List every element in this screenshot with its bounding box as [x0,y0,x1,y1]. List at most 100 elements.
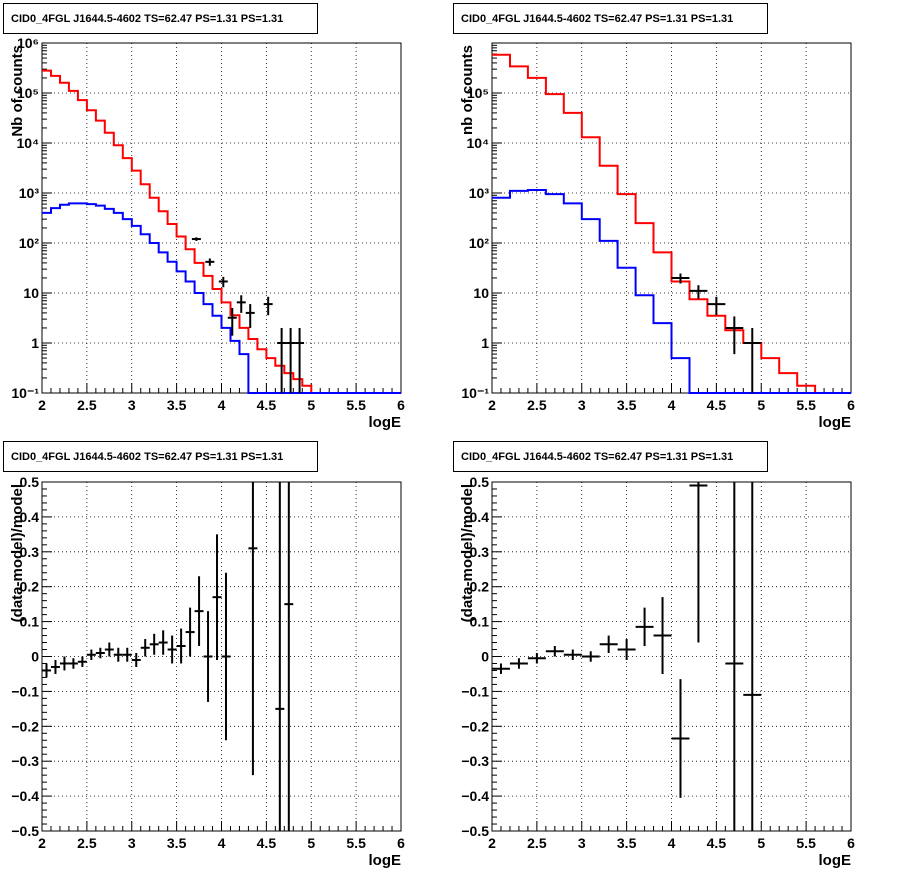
y-tick-label: 10⁻¹ [11,385,39,401]
residual-point [86,649,96,660]
x-tick-label: 2 [38,835,46,851]
y-tick-label: 0.5 [470,474,490,490]
y-tick-label: 0.3 [20,544,40,560]
y-tick-label: −0.2 [461,718,489,734]
x-axis [41,821,402,831]
x-tick-label: 5 [307,397,315,413]
x-tick-label: 2.5 [77,397,97,413]
data-point [218,276,228,288]
residual-point [59,656,69,671]
x-tick-label: 3.5 [617,835,637,851]
title-box-frame [453,3,768,34]
residual-point [248,482,258,776]
y-tick-label: 10⁴ [467,135,490,151]
residual-point [185,607,195,657]
data-point [277,327,287,393]
data-point [286,327,296,393]
x-tick-label: 4.5 [257,397,277,413]
x-tick-label: 6 [847,835,855,851]
x-tick-label: 3.5 [167,397,187,413]
chart-panel-1: CID0_4FGL J1644.5-4602 TS=62.47 PS=1.31 … [3,3,405,431]
y-tick-label: 10³ [469,185,490,201]
y-tick-label: −0.5 [461,823,489,839]
residual-point [131,653,141,667]
y-tick-label: −0.4 [461,788,489,804]
residual-point [158,630,168,655]
chart-title: CID0_4FGL J1644.5-4602 TS=62.47 PS=1.31 … [11,13,283,25]
y-axis-label: nb of counts [459,45,476,135]
x-tick-label: 2 [488,835,496,851]
x-axis [491,821,852,831]
chart-title-box: CID0_4FGL J1644.5-4602 TS=62.47 PS=1.31 … [3,441,318,472]
x-tick-label: 2.5 [527,835,547,851]
y-tick-label: 10 [473,285,489,301]
data-point [671,273,690,284]
y-axis [492,44,502,394]
chart-panel-3: CID0_4FGL J1644.5-4602 TS=62.47 PS=1.31 … [3,441,405,869]
chart-title: CID0_4FGL J1644.5-4602 TS=62.47 PS=1.31 … [461,451,733,463]
y-axis-label: Nb of counts [9,45,26,137]
x-axis-label: logE [819,852,852,869]
chart-title-box: CID0_4FGL J1644.5-4602 TS=62.47 PS=1.31 … [453,3,768,34]
residual-point [492,663,510,674]
residual-point [275,482,285,831]
x-axis-label: logE [369,852,402,869]
data-point [236,295,246,313]
residual-point [671,679,690,798]
x-tick-label: 3.5 [167,835,187,851]
y-tick-label: −0.1 [11,683,39,699]
residual-point [50,659,60,674]
x-tick-label: 4.5 [707,397,727,413]
title-box-frame [453,441,768,472]
residual-point [545,646,564,657]
y-tick-label: 1 [481,335,489,351]
data-point [743,327,762,393]
y-tick-label: 10⁶ [17,35,39,51]
y-tick-label: 0 [481,649,489,665]
x-tick-label: 6 [397,835,405,851]
residual-point [140,639,150,657]
residual-point [653,597,672,674]
residual-point [212,534,222,660]
y-tick-label: 0.4 [470,509,490,525]
x-tick-label: 5 [757,835,765,851]
x-axis-label: logE [369,414,402,431]
residual-point [77,656,87,667]
data-point [689,285,708,299]
x-tick-label: 3 [578,835,586,851]
residual-point [122,647,132,662]
residual-point [176,628,186,664]
x-tick-label: 5.5 [346,835,366,851]
x-tick-label: 4 [218,835,226,851]
y-tick-label: 0.3 [470,544,490,560]
residual-point [167,635,177,664]
y-tick-label: 0.1 [20,614,40,630]
residual-point [635,607,654,647]
x-tick-label: 3.5 [617,397,637,413]
x-axis [41,383,402,393]
y-axis [42,44,52,394]
y-tick-label: 10⁵ [17,85,39,101]
x-tick-label: 4 [668,397,676,413]
data-point [707,296,726,316]
grid-lines [492,482,851,831]
y-tick-label: 0.2 [20,579,40,595]
chart-title: CID0_4FGL J1644.5-4602 TS=62.47 PS=1.31 … [461,13,733,25]
x-tick-label: 4.5 [707,835,727,851]
y-tick-label: −0.2 [11,718,39,734]
chart-panel-2: CID0_4FGL J1644.5-4602 TS=62.47 PS=1.31 … [453,3,855,431]
series-line-model-background [492,189,851,394]
series-line-model-total [42,69,401,394]
x-tick-label: 3 [128,397,136,413]
y-tick-label: −0.1 [461,683,489,699]
y-tick-label: 10⁴ [17,135,40,151]
x-tick-label: 4 [668,835,676,851]
residual-point [104,642,114,657]
chart-title: CID0_4FGL J1644.5-4602 TS=62.47 PS=1.31 … [11,451,283,463]
data-point [725,316,744,355]
residual-point [563,649,582,660]
chart-title-box: CID0_4FGL J1644.5-4602 TS=62.47 PS=1.31 … [453,441,768,472]
x-tick-label: 6 [397,397,405,413]
x-axis [491,383,852,393]
x-tick-label: 5 [757,397,765,413]
